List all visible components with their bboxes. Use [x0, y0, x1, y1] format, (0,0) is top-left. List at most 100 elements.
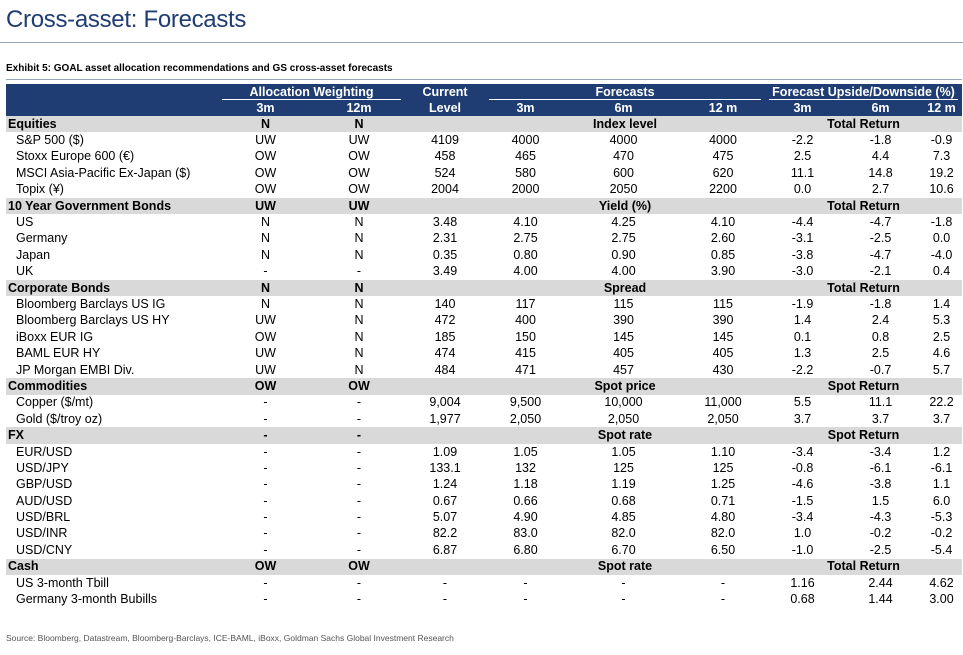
section-weight-3m: OW: [218, 378, 313, 395]
current-level: 458: [434, 149, 456, 164]
weight-12m: N: [354, 231, 364, 246]
forecast-6m: 390: [613, 313, 634, 328]
upside-12m: 5.3: [932, 313, 951, 328]
weight-12m: N: [354, 346, 364, 361]
weight-12m: -: [356, 592, 362, 607]
forecast-6m: 145: [613, 329, 634, 344]
section-return-label: Spot Return: [765, 378, 963, 395]
section-return-label: Total Return: [765, 116, 963, 133]
table-row: Bloomberg Barclays US IG N N 140 117 115 115 -1…: [6, 296, 962, 312]
section-header-row: 10 Year Government Bonds UW UW Yield (%) Tot…: [6, 197, 963, 215]
asset-name: Topix (¥): [16, 182, 64, 197]
upside-3m: -3.8: [791, 247, 814, 262]
upside-12m: 2.5: [932, 329, 951, 344]
upside-6m: 2.44: [868, 575, 893, 590]
weight-12m: -: [356, 395, 362, 410]
upside-6m: 0.8: [871, 329, 890, 344]
upside-12m: 1.4: [932, 296, 951, 311]
section-current-spacer: [405, 116, 486, 133]
upside-3m: -2.2: [791, 133, 814, 148]
forecast-6m: -: [621, 592, 626, 607]
forecast-3m: 117: [515, 296, 536, 311]
table-row: MSCI Asia-Pacific Ex-Japan ($) OW OW 524 580…: [6, 165, 962, 181]
table-row: US 3-month Tbill - - - - - - 1.16 2.44 4.62: [6, 575, 962, 591]
forecast-12m: 390: [712, 313, 734, 328]
weight-12m: N: [354, 362, 364, 377]
forecast-12m: -: [720, 592, 726, 607]
forecast-table: Allocation Weighting Current Forecasts F…: [6, 84, 963, 608]
upside-6m: 2.4: [871, 313, 890, 328]
asset-name: MSCI Asia-Pacific Ex-Japan ($): [16, 165, 191, 180]
current-level: 2.31: [432, 231, 458, 246]
forecast-3m: 1.18: [513, 477, 538, 492]
current-level: 472: [434, 313, 456, 328]
upside-12m: 4.62: [929, 575, 954, 590]
forecast-12m: 11,000: [704, 395, 742, 410]
forecast-3m: 6.80: [513, 542, 538, 557]
table-row: AUD/USD - - 0.67 0.66 0.68 0.71 -1.5 1.5 6.0: [6, 493, 962, 509]
forecast-12m: 1.25: [710, 477, 736, 492]
table-row: US N N 3.48 4.10 4.25 4.10 -4.4 -4.7 -1.8: [6, 214, 962, 230]
upside-12m: 10.6: [929, 182, 954, 197]
upside-12m: -5.3: [930, 510, 953, 525]
upside-3m: -3.4: [791, 510, 814, 525]
forecast-3m: 4.00: [513, 264, 538, 279]
forecast-3m: 580: [515, 165, 536, 180]
forecast-12m: 405: [712, 346, 734, 361]
forecast-6m: 6.70: [611, 542, 636, 557]
section-current-spacer: [405, 427, 486, 444]
weight-3m: OW: [254, 182, 277, 197]
forecast-12m: 475: [712, 149, 734, 164]
weight-12m: -: [356, 493, 362, 508]
table-row: iBoxx EUR IG OW N 185 150 145 145 0.1 0.8 2.5: [6, 329, 962, 345]
upside-6m: 2.7: [871, 182, 890, 197]
section-current-spacer: [405, 378, 486, 395]
forecast-12m-header: 12 m: [681, 100, 766, 116]
weight-3m: OW: [254, 149, 277, 164]
table-row: GBP/USD - - 1.24 1.18 1.19 1.25 -4.6 -3.8 1.1: [6, 477, 962, 493]
asset-name: US: [16, 215, 34, 230]
forecast-3m: 4.10: [513, 215, 538, 230]
upside-6m: 3.7: [871, 411, 890, 426]
asset-name: USD/BRL: [16, 510, 71, 525]
weight-3m: N: [260, 215, 271, 230]
weight-3m: UW: [255, 362, 276, 377]
forecast-12m: 4.80: [710, 510, 736, 525]
weight-12m: UW: [348, 133, 370, 148]
upside-12m: -0.9: [930, 133, 953, 148]
forecast-12m: 430: [712, 362, 734, 377]
upside-6m: 1.44: [868, 592, 893, 607]
weight-3m: -: [263, 264, 268, 279]
upside-6m: -1.8: [869, 296, 892, 311]
weight-12m: -: [356, 411, 362, 426]
forecast-12m: -: [720, 575, 726, 590]
current-level: 9,004: [429, 395, 461, 410]
section-name: Commodities: [6, 378, 218, 395]
upside-6m: -0.7: [869, 362, 892, 377]
current-level: 524: [434, 165, 456, 180]
section-header-row: Cash OW OW Spot rate Total Return: [6, 558, 963, 575]
weight-12m: N: [354, 313, 364, 328]
weight-12m: -: [356, 444, 362, 459]
asset-name: Bloomberg Barclays US HY: [16, 313, 170, 328]
forecast-3m: 150: [515, 329, 536, 344]
upside-12m: -4.0: [930, 247, 953, 262]
forecast-12m: 620: [712, 165, 734, 180]
forecast-6m: 4000: [609, 133, 638, 148]
upside-12m: -1.8: [930, 215, 953, 230]
upside-3m-header: 3m: [765, 100, 841, 116]
current-level: 4109: [431, 133, 459, 148]
forecast-6m: 115: [613, 296, 634, 311]
alloc-3m-header: 3m: [218, 100, 313, 116]
section-header-row: Corporate Bonds N N Spread Total Return: [6, 279, 963, 297]
asset-name: USD/JPY: [16, 460, 69, 475]
upside-6m: 11.1: [868, 395, 893, 410]
asset-name: UK: [16, 264, 34, 279]
upside-3m: 1.3: [793, 346, 812, 361]
header-row-bottom: 3m 12m Level 3m 6m 12 m 3m 6m 12 m: [6, 100, 963, 116]
current-level: 3.49: [432, 264, 458, 279]
weight-3m: -: [263, 493, 268, 508]
section-return-label: Total Return: [765, 279, 963, 297]
section-metric-label: Spread: [485, 279, 766, 297]
weight-3m: -: [263, 477, 268, 492]
